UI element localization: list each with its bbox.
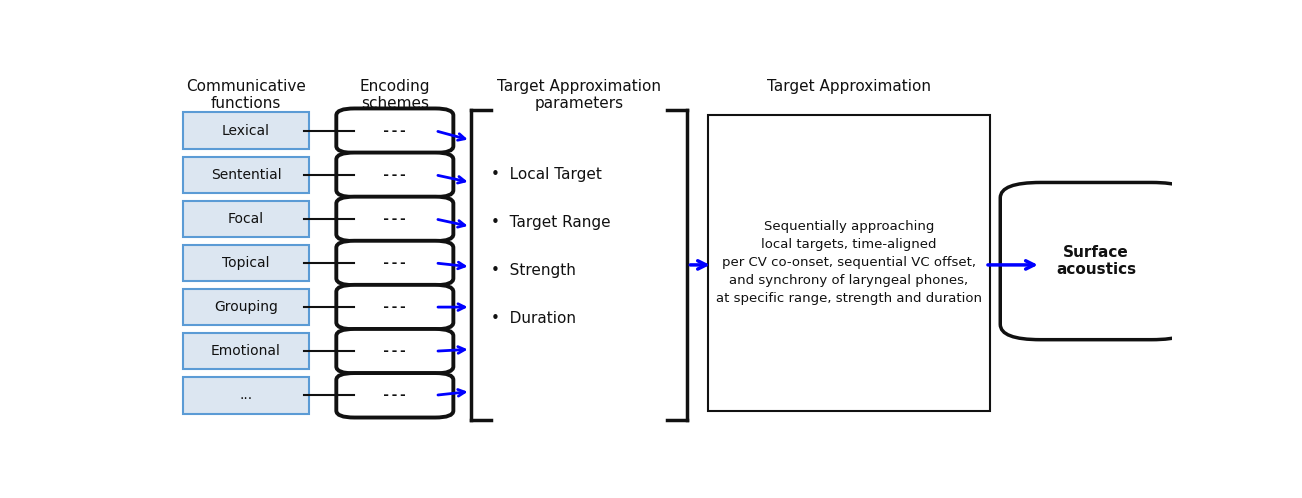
Text: Surface
acoustics: Surface acoustics [1056, 245, 1137, 277]
Text: •  Local Target: • Local Target [491, 167, 602, 182]
Text: •  Target Range: • Target Range [491, 215, 611, 230]
FancyBboxPatch shape [182, 245, 309, 281]
FancyBboxPatch shape [182, 377, 309, 413]
Text: •  Strength: • Strength [491, 263, 575, 278]
Text: Topical: Topical [223, 256, 270, 270]
Text: ---: --- [383, 344, 408, 358]
FancyBboxPatch shape [182, 201, 309, 237]
FancyBboxPatch shape [336, 329, 453, 374]
FancyBboxPatch shape [182, 113, 309, 149]
Text: Grouping: Grouping [214, 300, 277, 314]
Text: ---: --- [383, 388, 408, 402]
Text: Sequentially approaching
local targets, time-aligned
per CV co-onset, sequential: Sequentially approaching local targets, … [716, 221, 982, 305]
Text: Communicative
functions: Communicative functions [186, 79, 306, 112]
Text: Encoding
schemes: Encoding schemes [359, 79, 430, 112]
Text: ---: --- [383, 212, 408, 226]
Text: Target Approximation
parameters: Target Approximation parameters [497, 79, 661, 112]
Text: •  Duration: • Duration [491, 311, 575, 326]
FancyBboxPatch shape [336, 373, 453, 417]
Text: ---: --- [383, 124, 408, 138]
FancyBboxPatch shape [336, 241, 453, 285]
Text: Target Approximation: Target Approximation [767, 79, 931, 94]
Text: ---: --- [383, 256, 408, 270]
Text: ---: --- [383, 168, 408, 182]
FancyBboxPatch shape [708, 116, 991, 411]
Text: Lexical: Lexical [223, 124, 270, 138]
FancyBboxPatch shape [336, 109, 453, 153]
FancyBboxPatch shape [336, 197, 453, 241]
FancyBboxPatch shape [336, 285, 453, 329]
FancyBboxPatch shape [182, 156, 309, 193]
Text: Focal: Focal [228, 212, 264, 226]
FancyBboxPatch shape [182, 289, 309, 325]
FancyBboxPatch shape [336, 152, 453, 197]
Text: Sentential: Sentential [211, 168, 281, 182]
Text: ---: --- [383, 300, 408, 314]
FancyBboxPatch shape [182, 333, 309, 370]
Text: ...: ... [240, 388, 253, 402]
Text: Emotional: Emotional [211, 344, 281, 358]
FancyBboxPatch shape [1000, 182, 1193, 340]
